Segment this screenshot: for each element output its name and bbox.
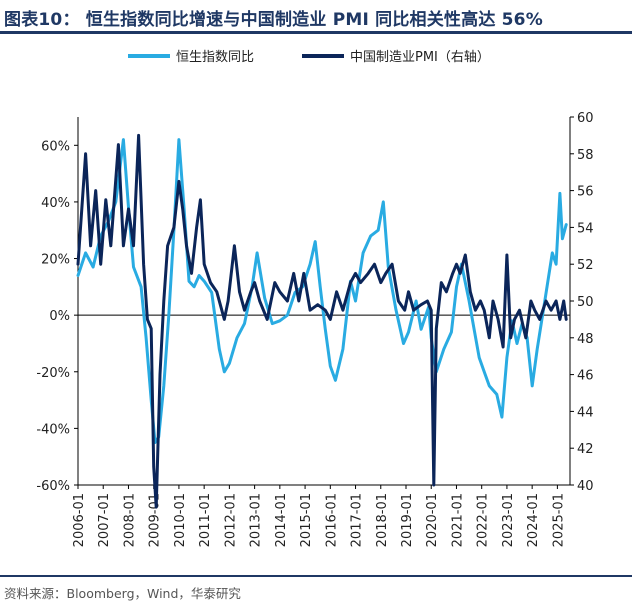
source-note: 资料来源：Bloomberg，Wind，华泰研究	[4, 586, 241, 601]
series	[76, 133, 568, 509]
y-left-tick-label: 0%	[49, 309, 70, 324]
series-line-hsi-yoy	[76, 138, 568, 444]
y-left-tick-label: 20%	[41, 253, 70, 268]
x-tick-label: 2012-01	[223, 493, 238, 547]
y-right-tick-label: 52	[577, 258, 594, 273]
y-left-tick-label: -40%	[36, 422, 70, 437]
y-right-tick-label: 56	[577, 185, 594, 200]
y-left-tick-label: -60%	[36, 479, 70, 494]
legend-label-series1: 恒生指数同比	[176, 50, 254, 65]
x-tick-label: 2021-01	[450, 493, 465, 547]
x-tick-label: 2022-01	[476, 493, 491, 547]
x-tick-label: 2015-01	[299, 493, 314, 547]
x-tick-label: 2008-01	[122, 493, 137, 547]
x-tick-label: 2006-01	[72, 493, 87, 547]
x-tick-label: 2011-01	[198, 493, 213, 547]
legend-label-series2: 中国制造业PMI（右轴）	[350, 50, 490, 65]
y-right-tick-label: 54	[577, 221, 594, 236]
chart: 恒生指数同比 中国制造业PMI（右轴） -60% -40% -20% 0% 20% 40%…	[36, 50, 593, 547]
y-right-tick-label: 48	[577, 332, 594, 347]
x-tick-label: 2014-01	[274, 493, 289, 547]
x-tick-label: 2020-01	[425, 493, 440, 547]
y-left-tick-label: 60%	[41, 139, 70, 154]
x-tick-label: 2019-01	[400, 493, 415, 547]
y-right-tick-label: 50	[577, 295, 594, 310]
x-tick-label: 2025-01	[551, 493, 566, 547]
y-left-tick-label: -20%	[36, 366, 70, 381]
y-right-tick-label: 60	[577, 111, 594, 126]
x-tick-label: 2009-01	[148, 493, 163, 547]
series-line-china-pmi	[76, 133, 568, 509]
title-bar: 图表10： 恒生指数同比增速与中国制造业 PMI 同比相关性高达 56%	[0, 0, 632, 34]
y-right-tick-label: 42	[577, 442, 594, 457]
chart-title: 图表10： 恒生指数同比增速与中国制造业 PMI 同比相关性高达 56%	[4, 10, 543, 30]
y-right-tick-label: 58	[577, 148, 594, 163]
y-right-tick-label: 40	[577, 479, 594, 494]
x-tick-label: 2010-01	[173, 493, 188, 547]
x-tick-label: 2024-01	[526, 493, 541, 547]
x-tick-label: 2023-01	[501, 493, 516, 547]
bottom-rule	[0, 575, 632, 577]
x-tick-label: 2016-01	[324, 493, 339, 547]
x-tick-label: 2017-01	[350, 493, 365, 547]
y-left-tick-label: 40%	[41, 196, 70, 211]
y-right-tick-label: 44	[577, 405, 594, 420]
y-right-tick-label: 46	[577, 369, 594, 384]
x-tick-label: 2007-01	[97, 493, 112, 547]
x-tick-label: 2013-01	[249, 493, 264, 547]
legend: 恒生指数同比 中国制造业PMI（右轴）	[128, 50, 490, 65]
x-tick-label: 2018-01	[375, 493, 390, 547]
axes: -60% -40% -20% 0% 20% 40% 60% 40 42 44 46 48 50 52 54 5…	[36, 111, 593, 547]
